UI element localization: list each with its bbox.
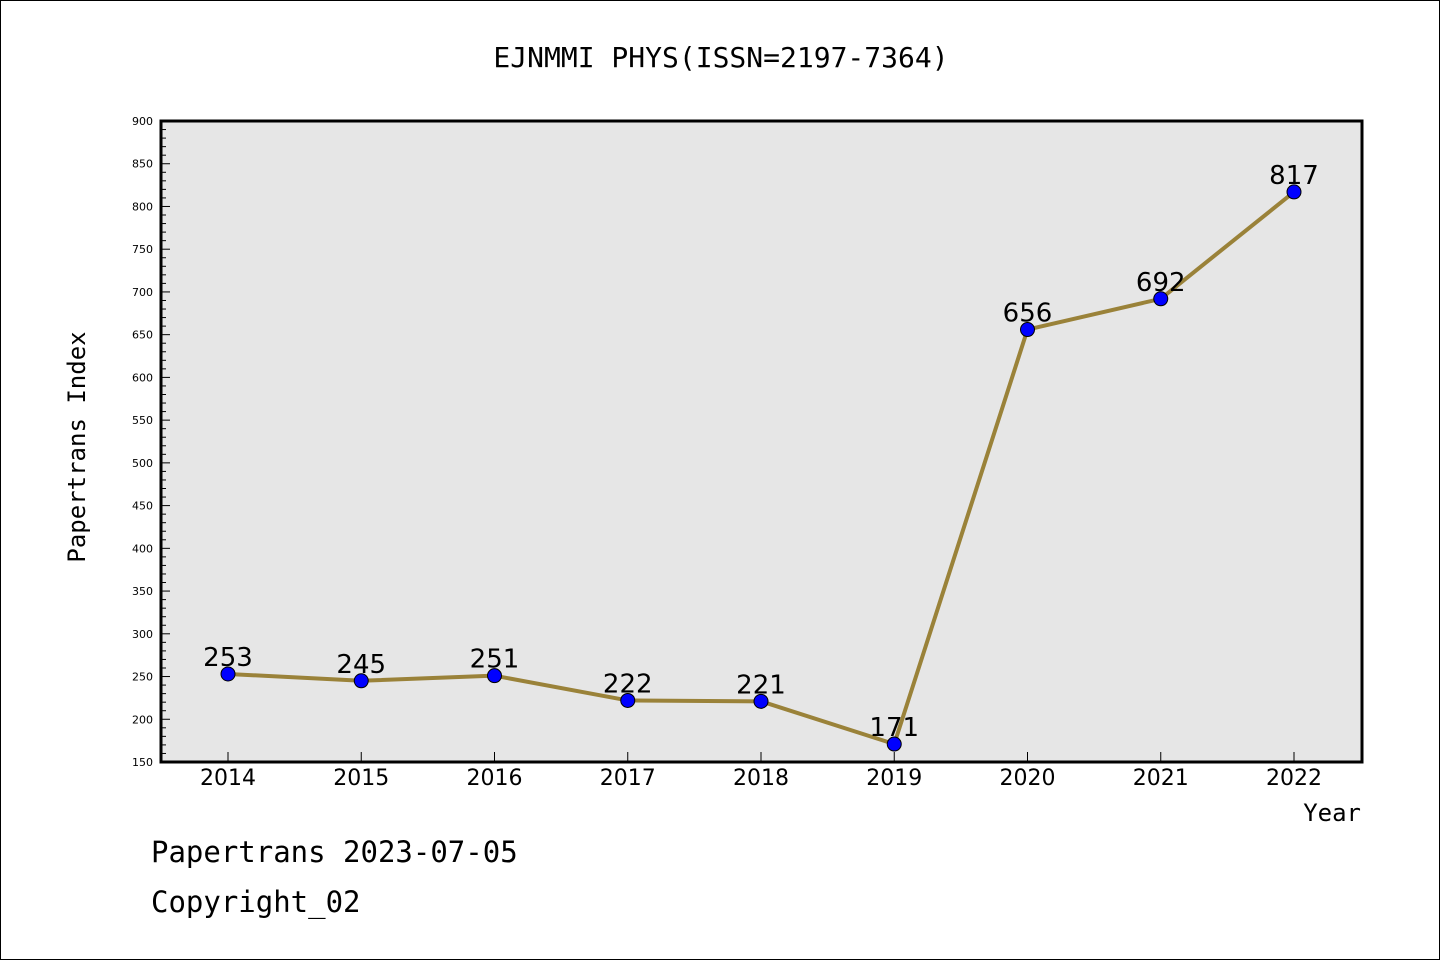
data-point — [487, 668, 502, 684]
data-label: 692 — [1136, 268, 1186, 298]
data-point — [886, 736, 902, 752]
chart-title: EJNMMI PHYS(ISSN=2197-7364) — [493, 41, 948, 74]
plot-area — [159, 119, 1364, 764]
footer-date: Papertrans 2023-07-05 — [151, 835, 518, 869]
y-tick-label: 600 — [132, 371, 153, 384]
x-tick-label: 2022 — [1266, 766, 1322, 791]
data-point — [220, 666, 236, 682]
y-tick-label: 800 — [132, 200, 153, 213]
data-label: 245 — [336, 650, 386, 680]
y-tick-label: 500 — [132, 457, 153, 470]
y-tick-label: 750 — [132, 243, 153, 256]
x-tick-label: 2021 — [1133, 766, 1189, 791]
x-tick-label: 2015 — [333, 766, 389, 791]
x-tick-label: 2014 — [200, 766, 256, 791]
x-tick-label: 2017 — [600, 766, 656, 791]
y-tick-label: 200 — [132, 713, 153, 726]
x-tick-label: 2016 — [467, 766, 523, 791]
y-tick-label: 350 — [132, 585, 153, 598]
data-point — [353, 673, 369, 689]
y-tick-label: 550 — [132, 414, 153, 427]
data-label: 171 — [869, 713, 919, 743]
data-point — [620, 692, 636, 708]
data-point — [1020, 322, 1035, 338]
y-tick-label: 450 — [132, 500, 153, 513]
footer-copyright: Copyright_02 — [151, 885, 361, 919]
y-tick-label: 850 — [132, 158, 153, 171]
y-tick-label: 650 — [132, 329, 153, 342]
y-axis-ticks: 150 200 250 300 350 400 450 500 550 600 650 700 750 8… — [132, 115, 170, 769]
data-point — [1286, 184, 1302, 200]
series-group: 253 245 251 222 221 171 656 692 817 — [203, 161, 1319, 752]
y-tick-label: 150 — [132, 756, 153, 769]
data-label: 222 — [603, 669, 653, 699]
data-label: 251 — [470, 645, 520, 675]
data-point — [753, 693, 769, 709]
x-axis-label: Year — [1303, 799, 1361, 827]
y-tick-label: 400 — [132, 542, 153, 555]
data-label: 253 — [203, 643, 253, 673]
y-axis-label: Papertrans Index — [63, 331, 91, 562]
data-label: 656 — [1003, 299, 1053, 329]
x-tick-label: 2019 — [866, 766, 922, 791]
y-tick-label: 300 — [132, 628, 153, 641]
y-tick-label: 250 — [132, 671, 153, 684]
x-tick-label: 2018 — [733, 766, 789, 791]
x-axis-ticks: 2014 2015 2016 2017 2018 2019 2020 2021 2022 — [200, 752, 1322, 791]
y-tick-label: 900 — [132, 115, 153, 128]
x-tick-label: 2020 — [1000, 766, 1056, 791]
y-tick-label: 700 — [132, 286, 153, 299]
data-point — [1153, 291, 1169, 307]
data-label: 817 — [1269, 161, 1319, 191]
data-label: 221 — [736, 670, 786, 700]
